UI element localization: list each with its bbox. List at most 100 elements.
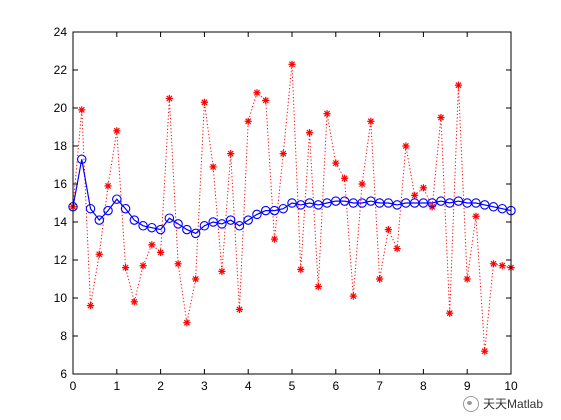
data-point-star: [227, 150, 235, 158]
data-point-circle: [357, 198, 367, 208]
data-point-star: [130, 298, 138, 306]
data-point-circle: [138, 221, 148, 231]
data-point-circle: [497, 203, 507, 214]
data-point-circle: [147, 222, 157, 233]
y-tick-label: 16: [54, 177, 68, 191]
x-tick-label: 9: [464, 379, 471, 393]
data-point-circle: [392, 200, 402, 210]
data-point-star: [376, 275, 384, 283]
x-tick-label: 4: [245, 379, 252, 393]
x-tick-label: 7: [376, 379, 383, 393]
x-tick-label: 3: [201, 379, 208, 393]
data-point-circle: [322, 198, 332, 208]
data-point-star: [332, 159, 340, 167]
data-point-circle: [129, 215, 140, 225]
series-line: [72, 159, 512, 235]
data-point-star: [489, 260, 498, 268]
x-tick-label: 0: [70, 379, 77, 393]
data-point-star: [95, 250, 103, 258]
data-point-circle: [436, 196, 446, 206]
data-point-circle: [453, 196, 464, 206]
data-point-circle: [182, 224, 192, 235]
data-point-circle: [269, 205, 280, 216]
data-point-circle: [103, 205, 113, 216]
data-point-circle: [287, 198, 297, 208]
data-point-star: [279, 150, 287, 158]
y-tick-label: 12: [54, 253, 68, 267]
data-point-circle: [217, 219, 227, 229]
data-point-star: [340, 174, 349, 182]
data-point-circle: [243, 215, 253, 225]
data-point-star: [262, 96, 270, 104]
data-point-star: [349, 292, 357, 300]
data-point-circle: [471, 198, 481, 208]
data-point-circle: [427, 198, 437, 208]
data-point-star: [235, 305, 244, 313]
data-point-circle: [164, 213, 175, 223]
series-line: [72, 64, 512, 352]
y-tick-label: 20: [54, 101, 68, 115]
data-point-circle: [488, 202, 499, 212]
data-point-star: [218, 267, 226, 275]
data-point-circle: [173, 219, 183, 229]
data-point-star: [121, 264, 130, 272]
series-layer: [68, 60, 516, 355]
data-point-star: [104, 182, 112, 190]
y-tick-label: 22: [54, 63, 68, 77]
data-point-star: [472, 212, 480, 220]
data-point-star: [481, 347, 489, 355]
data-point-circle: [77, 154, 87, 165]
data-point-star: [323, 110, 331, 118]
data-point-star: [200, 98, 208, 106]
data-point-star: [148, 241, 156, 249]
data-point-circle: [120, 203, 131, 214]
data-point-circle: [190, 228, 201, 239]
data-point-star: [78, 106, 86, 114]
data-point-star: [288, 60, 296, 68]
data-point-star: [419, 184, 427, 192]
data-point-star: [113, 127, 121, 135]
data-point-circle: [339, 196, 350, 206]
data-point-star: [174, 260, 182, 268]
x-tick-label: 1: [113, 379, 120, 393]
data-point-circle: [208, 217, 218, 227]
data-point-star: [411, 191, 419, 199]
data-point-star: [244, 117, 252, 125]
data-point-star: [367, 117, 375, 125]
data-point-circle: [304, 198, 315, 208]
y-tick-label: 6: [60, 367, 67, 381]
data-point-circle: [155, 224, 166, 235]
wechat-icon: [462, 395, 479, 412]
watermark-text: 天天Matlab: [482, 397, 543, 411]
y-tick-label: 10: [54, 291, 68, 305]
data-point-star: [270, 235, 279, 243]
data-point-star: [498, 262, 506, 270]
y-tick-label: 14: [54, 215, 68, 229]
x-tick-label: 2: [157, 379, 164, 393]
data-point-star: [253, 89, 261, 97]
x-tick-label: 10: [504, 379, 518, 393]
data-point-circle: [225, 215, 236, 225]
data-point-star: [446, 309, 454, 317]
data-point-circle: [383, 198, 394, 208]
y-tick-label: 24: [54, 25, 68, 39]
data-point-circle: [278, 203, 288, 214]
data-point-circle: [479, 200, 490, 210]
data-point-circle: [112, 194, 122, 204]
data-point-star: [192, 275, 200, 283]
data-point-circle: [85, 203, 96, 214]
data-point-star: [393, 245, 401, 253]
data-point-circle: [296, 200, 306, 210]
data-point-star: [86, 302, 95, 310]
data-point-star: [454, 81, 463, 89]
data-point-circle: [444, 198, 455, 208]
data-point-star: [437, 113, 445, 122]
watermark: 天天Matlab: [462, 395, 543, 412]
data-point-circle: [94, 215, 105, 225]
data-point-star: [139, 262, 147, 270]
x-tick-label: 8: [420, 379, 427, 393]
data-point-circle: [199, 221, 210, 231]
data-point-circle: [313, 200, 324, 210]
